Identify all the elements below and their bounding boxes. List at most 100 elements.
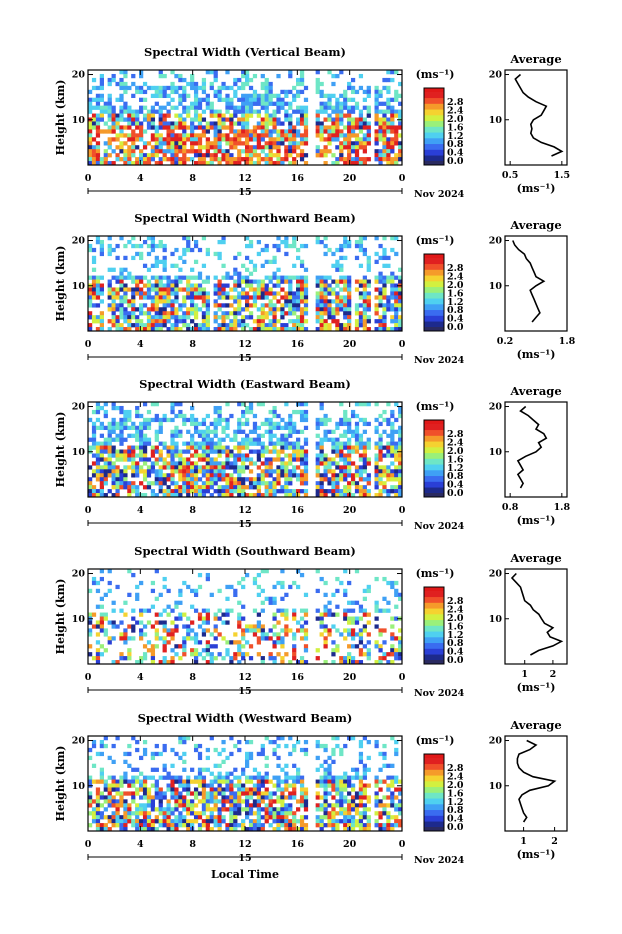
heatmap-cell bbox=[198, 489, 202, 493]
heatmap-cell bbox=[210, 110, 214, 114]
heatmap-cell bbox=[178, 157, 182, 161]
heatmap-cell bbox=[167, 291, 171, 295]
heatmap-cell bbox=[284, 110, 288, 114]
heatmap-cell bbox=[198, 114, 202, 118]
heatmap-cell bbox=[218, 114, 222, 118]
heatmap-cell bbox=[135, 287, 139, 291]
heatmap-cell bbox=[194, 291, 198, 295]
heatmap-cell bbox=[123, 632, 127, 636]
colorbar-segment bbox=[424, 132, 444, 138]
heatmap-cell bbox=[198, 153, 202, 157]
heatmap-cell bbox=[233, 485, 237, 489]
heatmap-cell bbox=[363, 137, 367, 141]
heatmap-cell bbox=[159, 442, 163, 446]
heatmap-cell bbox=[300, 453, 304, 457]
heatmap-cell bbox=[284, 784, 288, 788]
heatmap-cell bbox=[300, 118, 304, 122]
heatmap-cell bbox=[115, 585, 119, 589]
heatmap-cell bbox=[272, 422, 276, 426]
heatmap-cell bbox=[100, 252, 104, 256]
heatmap-cell bbox=[206, 748, 210, 752]
heatmap-cell bbox=[221, 613, 225, 617]
heatmap-cell bbox=[214, 465, 218, 469]
heatmap-cell bbox=[351, 141, 355, 145]
heatmap-cell bbox=[202, 776, 206, 780]
heatmap-cell bbox=[151, 299, 155, 303]
heatmap-cell bbox=[174, 776, 178, 780]
heatmap-cell bbox=[320, 406, 324, 410]
heatmap-cell bbox=[190, 803, 194, 807]
heatmap-cell bbox=[394, 636, 398, 640]
heatmap-cell bbox=[347, 287, 351, 291]
heatmap-cell bbox=[190, 303, 194, 307]
heatmap-cell bbox=[261, 632, 265, 636]
heatmap-cell bbox=[100, 752, 104, 756]
heatmap-cell bbox=[206, 129, 210, 133]
heatmap-cell bbox=[335, 450, 339, 454]
heatmap-cell bbox=[218, 489, 222, 493]
heatmap-cell bbox=[363, 157, 367, 161]
heatmap-cell bbox=[194, 303, 198, 307]
colorbar-segment bbox=[424, 127, 444, 133]
heatmap-cell bbox=[155, 613, 159, 617]
heatmap-cell bbox=[257, 110, 261, 114]
heatmap-cell bbox=[269, 280, 273, 284]
x-tick-label: 4 bbox=[137, 339, 144, 350]
heatmap-cell bbox=[115, 736, 119, 740]
heatmap-cell bbox=[339, 791, 343, 795]
heatmap-cell bbox=[100, 617, 104, 621]
heatmap-cell bbox=[135, 276, 139, 280]
heatmap-cell bbox=[233, 272, 237, 276]
heatmap-cell bbox=[202, 609, 206, 613]
heatmap-cell bbox=[253, 624, 257, 628]
heatmap-cell bbox=[253, 153, 257, 157]
heatmap-cell bbox=[170, 129, 174, 133]
heatmap-cell bbox=[257, 137, 261, 141]
heatmap-cell bbox=[178, 319, 182, 323]
heatmap-cell bbox=[351, 410, 355, 414]
heatmap-cell bbox=[386, 434, 390, 438]
heatmap-cell bbox=[221, 98, 225, 102]
heatmap-cell bbox=[375, 461, 379, 465]
heatmap-cell bbox=[135, 244, 139, 248]
heatmap-cell bbox=[296, 106, 300, 110]
heatmap-cell bbox=[119, 280, 123, 284]
heatmap-cell bbox=[363, 422, 367, 426]
heatmap-cell bbox=[202, 469, 206, 473]
heatmap-cell bbox=[233, 319, 237, 323]
heatmap-cell bbox=[390, 295, 394, 299]
heatmap-cell bbox=[174, 74, 178, 78]
heatmap-cell bbox=[269, 287, 273, 291]
heatmap-cell bbox=[143, 264, 147, 268]
heatmap-cell bbox=[280, 799, 284, 803]
heatmap-cell bbox=[229, 86, 233, 90]
heatmap-cell bbox=[304, 280, 308, 284]
heatmap-cell bbox=[335, 442, 339, 446]
heatmap-cell bbox=[143, 807, 147, 811]
heatmap-cell bbox=[316, 481, 320, 485]
heatmap-cell bbox=[382, 252, 386, 256]
heatmap-cell bbox=[351, 133, 355, 137]
heatmap-cell bbox=[186, 280, 190, 284]
heatmap-cell bbox=[265, 118, 269, 122]
heatmap-cell bbox=[375, 485, 379, 489]
heatmap-cell bbox=[214, 803, 218, 807]
heatmap-cell bbox=[182, 153, 186, 157]
heatmap-cell bbox=[233, 784, 237, 788]
heatmap-cell bbox=[269, 457, 273, 461]
heatmap-cell bbox=[190, 78, 194, 82]
heatmap-cell bbox=[135, 791, 139, 795]
heatmap-cell bbox=[280, 442, 284, 446]
heatmap-cell bbox=[382, 236, 386, 240]
heatmap-cell bbox=[265, 311, 269, 315]
heatmap-cell bbox=[331, 82, 335, 86]
heatmap-cell bbox=[119, 299, 123, 303]
heatmap-cell bbox=[288, 149, 292, 153]
heatmap-cell bbox=[190, 648, 194, 652]
heatmap-cell bbox=[276, 248, 280, 252]
heatmap-cell bbox=[280, 133, 284, 137]
heatmap-cell bbox=[119, 469, 123, 473]
heatmap-cell bbox=[316, 125, 320, 129]
heatmap-cell bbox=[159, 787, 163, 791]
heatmap-cell bbox=[241, 791, 245, 795]
